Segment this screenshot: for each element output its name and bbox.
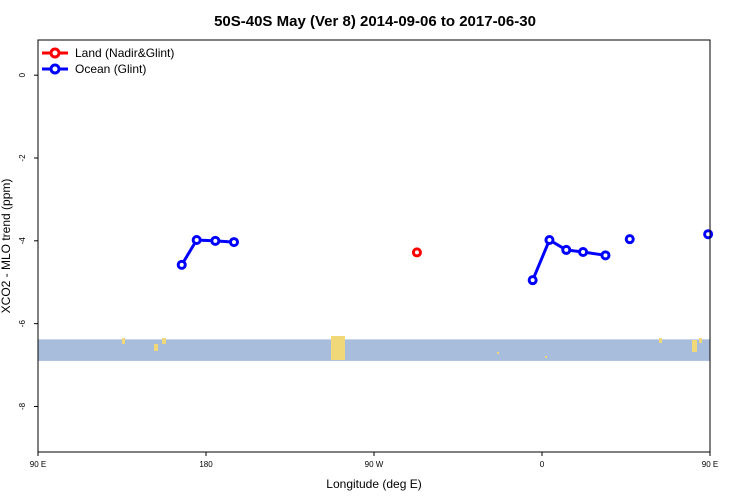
y-tick-label: -6 <box>18 320 27 328</box>
series-line <box>180 238 235 266</box>
series-1 <box>176 229 714 286</box>
y-tick-label: -8 <box>18 402 27 410</box>
data-point <box>191 234 202 245</box>
x-tick-label: 90 W <box>365 460 384 469</box>
data-point <box>411 247 422 258</box>
map-band <box>38 336 710 361</box>
y-tick-label: -2 <box>18 154 27 162</box>
data-point <box>703 229 714 240</box>
legend-marker-land <box>49 47 61 59</box>
legend-item-land: Land (Nadir&Glint) <box>42 46 174 60</box>
data-point <box>578 247 589 258</box>
map-ocean <box>38 339 710 361</box>
x-tick-label: 180 <box>199 460 213 469</box>
x-tick-label: 90 E <box>30 460 46 469</box>
x-tick-label: 0 <box>540 460 545 469</box>
map-land <box>659 338 662 343</box>
y-tick-label: 0 <box>18 72 27 77</box>
map-land <box>331 336 345 360</box>
y-tick-label: -4 <box>18 237 27 245</box>
series-layer <box>176 229 714 286</box>
x-axis-label: Longitude (deg E) <box>326 477 421 491</box>
map-land <box>545 356 547 358</box>
x-tick-label: 90 E <box>702 460 718 469</box>
y-axis-label: XCO2 - MLO trend (ppm) <box>0 179 13 314</box>
map-land <box>497 352 499 354</box>
legend-label-land: Land (Nadir&Glint) <box>75 46 174 60</box>
legend-label-ocean: Ocean (Glint) <box>75 62 146 76</box>
data-point <box>600 250 611 261</box>
map-land <box>122 338 125 344</box>
data-point <box>176 259 187 270</box>
map-land <box>692 340 697 352</box>
y-axis: 0 -2 -4 -6 -8 <box>18 72 38 410</box>
data-point <box>624 234 635 245</box>
x-axis: 90 E 180 90 W 0 90 E <box>30 452 718 469</box>
plot-frame <box>37 39 711 453</box>
data-point <box>210 235 221 246</box>
data-point <box>561 244 572 255</box>
map-land <box>154 344 158 351</box>
chart-title: 50S-40S May (Ver 8) 2014-09-06 to 2017-0… <box>214 13 536 30</box>
data-point <box>527 275 538 286</box>
data-point <box>229 237 239 248</box>
legend-marker-ocean <box>49 63 61 75</box>
legend-item-ocean: Ocean (Glint) <box>42 62 146 76</box>
map-land <box>699 338 702 343</box>
data-point <box>544 234 555 245</box>
series-0 <box>411 247 422 258</box>
map-land <box>162 338 166 344</box>
legend: Land (Nadir&Glint) Ocean (Glint) <box>42 46 174 76</box>
